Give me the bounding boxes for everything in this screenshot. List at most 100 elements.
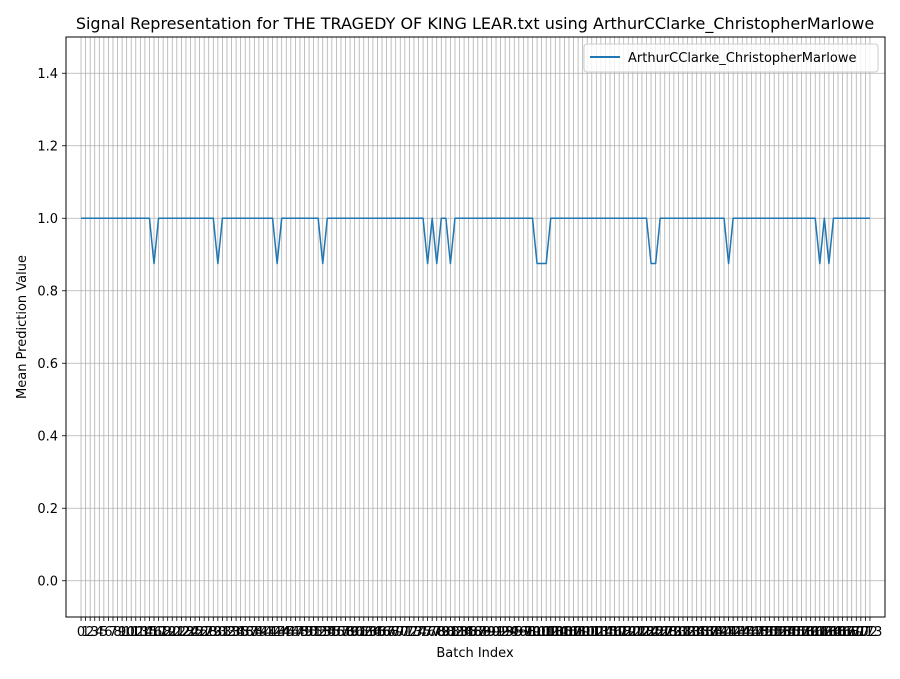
x-tick-label: 172: [853, 625, 878, 640]
x-tick-label: 115: [593, 625, 618, 640]
x-tick-label: 0: [77, 625, 85, 640]
x-tick-label: 145: [730, 625, 755, 640]
x-tick-label: 20: [164, 625, 181, 640]
x-tick-label: 134: [680, 625, 705, 640]
x-tick-label: 60: [346, 625, 363, 640]
chart-title: Signal Representation for THE TRAGEDY OF…: [76, 14, 874, 34]
x-tick-label: 97: [515, 625, 532, 640]
x-tick-label: 78: [428, 625, 445, 640]
x-tick-label: 50: [301, 625, 318, 640]
x-tick-label: 16: [146, 625, 163, 640]
x-tick-label: 87: [470, 625, 487, 640]
y-tick-label: 0.2: [37, 502, 58, 517]
x-tick-label: 79: [433, 625, 450, 640]
x-tick-label: 108: [561, 625, 586, 640]
x-tick-label: 26: [191, 625, 208, 640]
x-tick-label: 31: [214, 625, 231, 640]
x-tick-label: 159: [794, 625, 819, 640]
x-axis-ticks: 0123456789101112131415161718192021222324…: [77, 617, 882, 640]
x-tick-label: 139: [702, 625, 727, 640]
x-tick-label: 9: [118, 625, 126, 640]
x-tick-label: 135: [684, 625, 709, 640]
x-tick-label: 91: [488, 625, 505, 640]
x-tick-label: 111: [575, 625, 600, 640]
x-tick-label: 152: [762, 625, 787, 640]
x-tick-label: 24: [182, 625, 199, 640]
x-tick-label: 53: [314, 625, 331, 640]
x-tick-label: 156: [780, 625, 805, 640]
x-tick-label: 30: [210, 625, 227, 640]
x-tick-label: 143: [721, 625, 746, 640]
x-tick-label: 48: [292, 625, 309, 640]
x-tick-label: 56: [328, 625, 345, 640]
series-layer: [81, 217, 870, 265]
x-axis-label: Batch Index: [436, 646, 514, 661]
x-tick-label: 132: [671, 625, 696, 640]
x-tick-label: 41: [260, 625, 277, 640]
x-tick-label: 59: [342, 625, 359, 640]
series-line: [81, 217, 870, 265]
x-tick-label: 148: [744, 625, 769, 640]
x-tick-label: 92: [492, 625, 509, 640]
x-tick-label: 34: [228, 625, 245, 640]
x-tick-label: 84: [456, 625, 473, 640]
x-tick-label: 17: [150, 625, 167, 640]
y-tick-label: 1.4: [37, 67, 58, 82]
x-tick-label: 100: [525, 625, 550, 640]
x-tick-label: 68: [383, 625, 400, 640]
y-tick-label: 0.6: [37, 357, 58, 372]
x-tick-label: 120: [616, 625, 641, 640]
x-tick-label: 142: [716, 625, 741, 640]
x-tick-label: 14: [137, 625, 154, 640]
x-tick-label: 85: [460, 625, 477, 640]
x-tick-label: 165: [821, 625, 846, 640]
x-tick-label: 49: [296, 625, 313, 640]
x-tick-label: 43: [269, 625, 286, 640]
x-tick-label: 77: [424, 625, 441, 640]
legend: ArthurCClarke_ChristopherMarlowe: [583, 43, 879, 73]
x-tick-label: 103: [538, 625, 563, 640]
x-tick-label: 70: [392, 625, 409, 640]
x-tick-label: 23: [178, 625, 195, 640]
x-tick-label: 47: [287, 625, 304, 640]
x-tick-label: 96: [511, 625, 528, 640]
x-tick-label: 160: [798, 625, 823, 640]
x-tick-label: 125: [639, 625, 664, 640]
y-tick-label: 1.0: [37, 212, 58, 227]
x-tick-label: 114: [588, 625, 613, 640]
x-tick-label: 8: [113, 625, 121, 640]
x-tick-label: 37: [241, 625, 258, 640]
x-tick-label: 64: [365, 625, 382, 640]
x-tick-label: 105: [547, 625, 572, 640]
x-tick-label: 104: [543, 625, 568, 640]
x-tick-label: 166: [826, 625, 851, 640]
x-tick-label: 162: [807, 625, 832, 640]
x-tick-label: 168: [835, 625, 860, 640]
x-tick-label: 127: [648, 625, 673, 640]
y-tick-label: 0.8: [37, 284, 58, 299]
x-tick-label: 35: [232, 625, 249, 640]
y-axis-ticks: 0.0 0.2 0.4 0.6 0.8 1.0 1.2 1.4: [37, 67, 66, 589]
x-tick-label: 93: [497, 625, 514, 640]
x-tick-label: 158: [789, 625, 814, 640]
x-tick-label: 27: [196, 625, 213, 640]
x-tick-label: 131: [666, 625, 691, 640]
x-tick-label: 138: [698, 625, 723, 640]
x-tick-label: 98: [520, 625, 537, 640]
x-tick-label: 55: [324, 625, 341, 640]
x-tick-label: 22: [173, 625, 190, 640]
x-tick-label: 40: [255, 625, 272, 640]
x-tick-label: 66: [374, 625, 391, 640]
x-tick-label: 63: [360, 625, 377, 640]
x-tick-label: 45: [278, 625, 295, 640]
x-tick-label: 95: [506, 625, 523, 640]
x-tick-label: 90: [483, 625, 500, 640]
x-tick-label: 5: [100, 625, 108, 640]
x-tick-label: 21: [169, 625, 186, 640]
x-tick-label: 51: [305, 625, 322, 640]
x-tick-label: 126: [643, 625, 668, 640]
x-tick-label: 113: [584, 625, 609, 640]
x-tick-label: 58: [337, 625, 354, 640]
y-tick-label: 0.4: [37, 429, 58, 444]
